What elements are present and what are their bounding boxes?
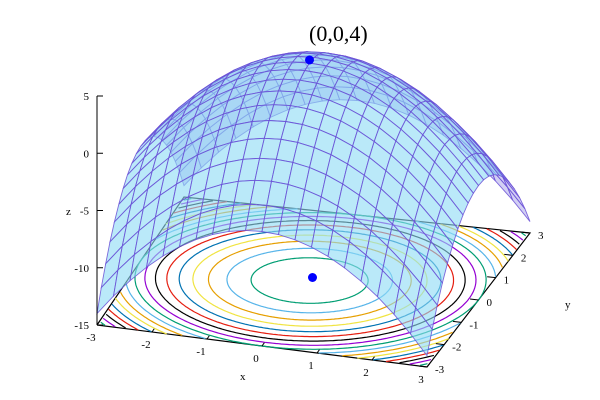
contour-line — [510, 231, 524, 241]
x-tick — [426, 363, 430, 368]
y-tick — [487, 276, 496, 279]
y-tick-label: 2 — [521, 252, 527, 264]
y-axis-label: y — [565, 299, 571, 311]
contour-line — [521, 232, 527, 237]
contour-line — [385, 349, 440, 363]
z-axis-label: z — [66, 206, 71, 218]
surface-patch — [410, 306, 433, 357]
x-tick-label: 3 — [418, 374, 424, 386]
x-tick-label: -2 — [141, 339, 150, 351]
y-tick — [521, 231, 531, 234]
x-tick — [316, 349, 320, 354]
points — [305, 55, 317, 282]
y-tick-label: -1 — [469, 319, 478, 331]
x-tick — [261, 342, 265, 347]
x-tick — [371, 356, 375, 361]
y-tick — [469, 298, 479, 301]
contour-line — [111, 303, 152, 333]
contour-line — [419, 363, 428, 366]
x-axis-label: x — [240, 371, 246, 383]
contour-line — [472, 226, 513, 256]
point-projection — [308, 273, 317, 282]
y-tick — [504, 253, 513, 256]
contour-line — [318, 322, 461, 354]
contour-line — [409, 359, 432, 365]
y-tick — [452, 320, 462, 323]
contour-line — [456, 224, 509, 262]
x-tick-label: 0 — [253, 353, 259, 365]
x-tick-label: -3 — [86, 332, 96, 344]
surface-mesh — [96, 51, 531, 357]
contour-line — [373, 344, 444, 361]
y-tick-label: -3 — [435, 364, 445, 376]
y-tick — [418, 365, 428, 368]
contour-line — [486, 228, 517, 251]
contour-line — [399, 354, 435, 364]
contour-line — [105, 313, 126, 329]
y-tick-label: 1 — [504, 275, 510, 287]
contour-line — [102, 317, 116, 328]
y-tick-label: -2 — [452, 342, 461, 354]
x-tick-label: 1 — [308, 360, 314, 372]
contour-line — [108, 308, 139, 331]
contour-line — [342, 331, 453, 357]
x-tick-label: -1 — [196, 346, 205, 358]
z-tick-label: -15 — [74, 320, 89, 332]
z-tick-label: -5 — [80, 206, 90, 218]
x-tick-label: 2 — [363, 367, 369, 379]
y-tick-label: 0 — [487, 297, 493, 309]
contour-line — [499, 230, 520, 245]
contour-line — [100, 321, 106, 326]
peak-annotation: (0,0,4) — [309, 21, 368, 46]
z-tick-label: 5 — [84, 91, 90, 103]
z-tick-label: 0 — [84, 148, 90, 160]
contour-line — [114, 297, 167, 335]
point-marker — [305, 55, 314, 65]
contour-line — [357, 338, 449, 359]
contour-line — [125, 282, 206, 340]
contour-line — [119, 291, 183, 336]
surface-patch — [507, 187, 531, 222]
y-tick-label: 3 — [538, 230, 544, 242]
x-tick — [96, 321, 100, 326]
x-tick — [206, 335, 210, 340]
y-tick — [435, 343, 445, 346]
x-tick — [151, 328, 155, 333]
z-tick-label: -10 — [74, 263, 89, 275]
